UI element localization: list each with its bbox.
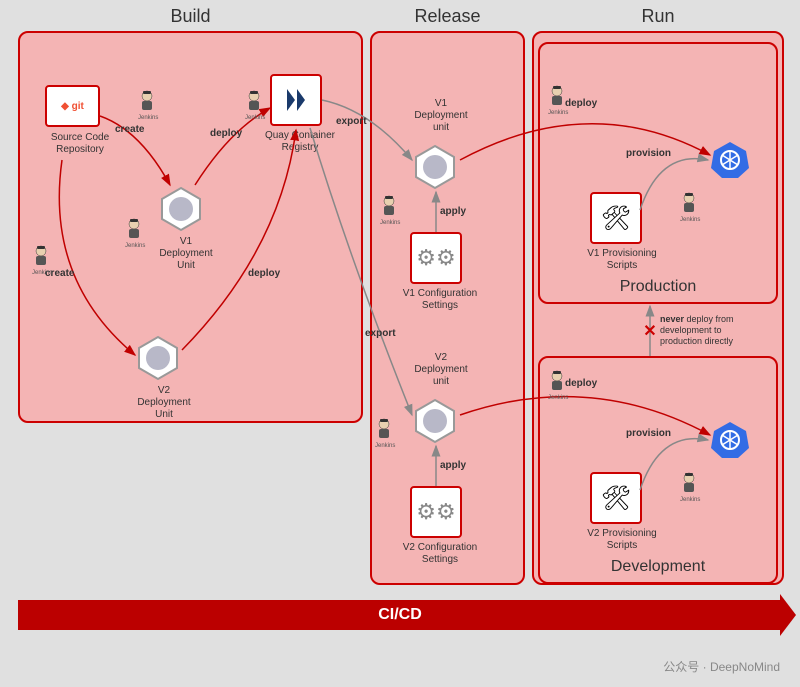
label-v1-prov: V1 ProvisioningScripts (576, 248, 668, 272)
cicd-label: CI/CD (378, 606, 422, 624)
git-icon: ◆ git (61, 101, 84, 112)
tools-icon: 🛠 (601, 484, 631, 513)
node-v2-du-rel (412, 398, 458, 444)
edge-label-apply1: apply (440, 206, 466, 217)
jenkins-icon: Jenkins (680, 472, 698, 494)
edge-label-deploy1: deploy (210, 128, 242, 139)
jenkins-icon: Jenkins (548, 370, 566, 392)
label-v2-du-rel: V2Deploymentunit (411, 352, 471, 388)
gears-icon: ⚙⚙ (416, 245, 455, 271)
edge-label-prov1: provision (626, 148, 671, 159)
label-quay: Quay ContainerRegistry (257, 130, 343, 154)
jenkins-icon: Jenkins (380, 195, 398, 217)
jenkins-icon: Jenkins (138, 90, 156, 112)
jenkins-icon: Jenkins (680, 192, 698, 214)
jenkins-icon: Jenkins (125, 218, 143, 240)
k8s-dev-icon (710, 420, 750, 460)
cicd-arrow-bar: CI/CD (18, 600, 782, 630)
edge-label-never: never deploy fromdevelopment toproductio… (660, 314, 778, 346)
edge-label-apply2: apply (440, 460, 466, 471)
node-v2-prov: 🛠 (590, 472, 642, 524)
label-git: Source CodeRepository (42, 132, 118, 156)
edge-label-prov2: provision (626, 428, 671, 439)
node-v1-config: ⚙⚙ (410, 232, 462, 284)
label-v1-config: V1 ConfigurationSettings (394, 288, 486, 312)
jenkins-icon: Jenkins (548, 85, 566, 107)
gears-icon: ⚙⚙ (416, 499, 455, 525)
node-git: ◆ git (45, 85, 100, 127)
stage-build-title: Build (18, 6, 363, 27)
edge-label-deploy3: deploy (565, 98, 597, 109)
edge-label-export2: export (365, 328, 396, 339)
label-v1-du-build: V1DeploymentUnit (156, 236, 216, 272)
k8s-prod-icon (710, 140, 750, 180)
jenkins-icon: Jenkins (32, 245, 50, 267)
jenkins-icon: Jenkins (375, 418, 393, 440)
edge-label-deploy4: deploy (565, 378, 597, 389)
edge-label-export1: export (336, 116, 367, 127)
jenkins-icon: Jenkins (245, 90, 263, 112)
edge-label-deploy2: deploy (248, 268, 280, 279)
label-v2-prov: V2 ProvisioningScripts (576, 528, 668, 552)
quay-icon (281, 85, 311, 115)
label-v2-config: V2 ConfigurationSettings (394, 542, 486, 566)
node-v1-prov: 🛠 (590, 192, 642, 244)
node-v2-config: ⚙⚙ (410, 486, 462, 538)
label-v2-du-build: V2DeploymentUnit (134, 385, 194, 421)
development-title: Development (540, 558, 776, 576)
watermark: 公众号 · DeepNoMind (663, 658, 780, 675)
node-v1-du-rel (412, 144, 458, 190)
label-v1-du-rel: V1Deploymentunit (411, 98, 471, 134)
node-v2-du-build (135, 335, 181, 381)
node-v1-du-build (158, 186, 204, 232)
stage-release-title: Release (370, 6, 525, 27)
stage-run-title: Run (532, 6, 784, 27)
production-title: Production (540, 278, 776, 296)
tools-icon: 🛠 (601, 204, 631, 233)
node-quay (270, 74, 322, 126)
edge-label-create1: create (115, 124, 144, 135)
